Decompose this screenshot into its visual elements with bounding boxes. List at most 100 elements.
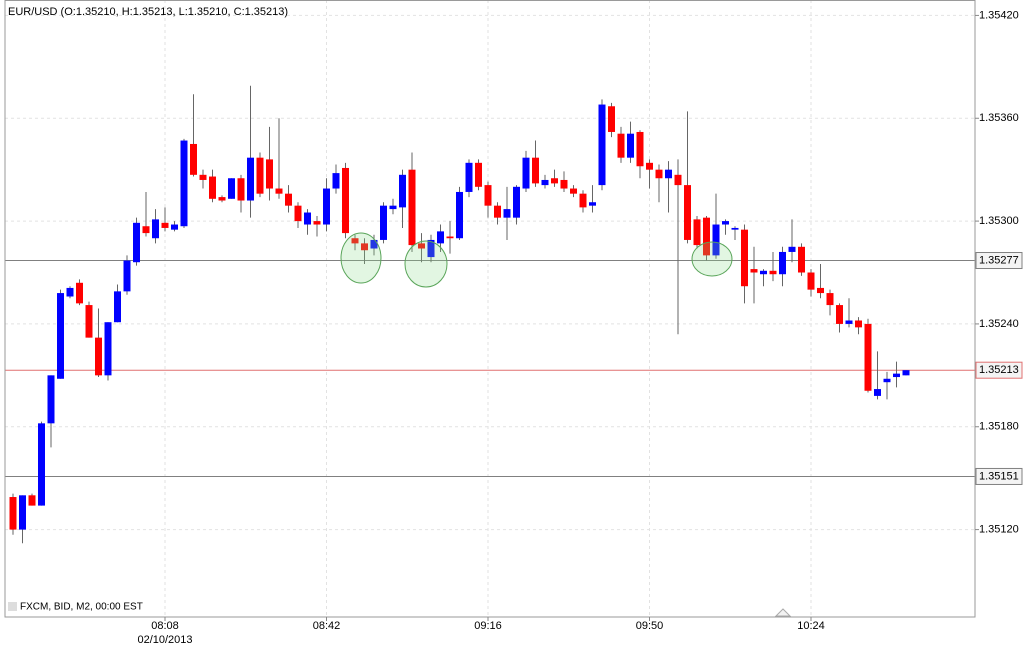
candle-body: [19, 495, 26, 530]
candle-body: [769, 270, 777, 275]
plot-border: [4, 0, 976, 618]
candle-body: [9, 497, 17, 530]
level-label-box: [975, 361, 1023, 379]
candle-body: [741, 229, 748, 287]
grid: [5, 0, 975, 617]
candle-body: [323, 188, 330, 225]
candle-body: [608, 106, 615, 132]
candle-body: [674, 174, 682, 186]
candle-body: [598, 104, 606, 186]
candle-body: [28, 495, 36, 506]
y-tick-label: 1.35180: [979, 421, 1019, 433]
x-tick-label: 08:08: [151, 620, 179, 632]
candle-body: [456, 191, 463, 239]
candle-body: [218, 197, 226, 201]
candle-body: [788, 246, 796, 252]
candle-body: [760, 270, 767, 275]
candle-body: [47, 375, 55, 424]
candle-body: [275, 188, 283, 194]
candle-body: [712, 224, 720, 256]
date-label: 02/10/2013: [137, 634, 192, 646]
y-tick-label: 1.35300: [979, 215, 1019, 227]
candle-body: [437, 231, 444, 244]
candle-body: [836, 305, 843, 324]
candle-body: [579, 193, 587, 208]
candle-body: [589, 202, 596, 206]
candle-body: [66, 287, 74, 297]
candle-body: [427, 239, 435, 258]
candle-body: [693, 219, 701, 246]
candle-body: [171, 224, 178, 230]
candles: [9, 85, 910, 544]
candle-body: [76, 282, 83, 304]
candle-body: [484, 185, 492, 206]
y-tick-label: 1.35240: [979, 318, 1019, 330]
candle-body: [855, 320, 862, 328]
candle-body: [38, 423, 45, 506]
candle-body: [247, 157, 254, 201]
candle-body: [655, 169, 663, 179]
candle-body: [798, 246, 805, 273]
candle-body: [418, 243, 425, 249]
candle-body: [475, 162, 482, 187]
y-tick-label: 1.35360: [979, 112, 1019, 124]
candle-body: [370, 239, 378, 249]
level-label-box: [975, 252, 1023, 270]
candle-body: [85, 305, 93, 338]
y-tick-label: 1.35420: [979, 9, 1019, 21]
candle-body: [285, 193, 292, 206]
candle-body: [665, 169, 672, 179]
x-tick-label: 10:24: [797, 620, 825, 632]
candle-body: [313, 221, 321, 225]
candle-body: [731, 227, 739, 230]
candle-body: [494, 205, 501, 218]
candle-body: [826, 293, 834, 306]
candle-body: [864, 323, 872, 391]
candle-body: [114, 291, 121, 323]
chart-title: EUR/USD (O:1.35210, H:1.35213, L:1.35210…: [8, 6, 288, 18]
candle-body: [503, 209, 511, 218]
candle-body: [180, 140, 188, 227]
candle-body: [560, 179, 568, 189]
level-label: 1.35277: [979, 254, 1019, 266]
candle-body: [684, 185, 691, 240]
candle-body: [636, 131, 644, 167]
candle-body: [779, 251, 786, 275]
candle-body: [190, 143, 197, 175]
x-tick-label: 08:42: [313, 620, 341, 632]
candle-body: [380, 205, 387, 240]
x-tick-label: 09:16: [474, 620, 502, 632]
candle-body: [152, 219, 159, 239]
candle-body: [294, 205, 302, 222]
candle-body: [703, 217, 710, 256]
candle-body: [513, 186, 520, 218]
candle-body: [256, 157, 264, 194]
highlights: [340, 232, 733, 288]
highlight-circle: [691, 241, 733, 277]
candle-body: [807, 272, 815, 290]
candle-body: [465, 162, 473, 192]
candle-body: [883, 378, 891, 383]
x-tick-label: 09:50: [636, 620, 664, 632]
candle-body: [57, 293, 64, 379]
candle-body: [551, 178, 558, 184]
candle-body: [104, 322, 112, 376]
candle-body: [541, 179, 549, 186]
candle-body: [161, 222, 169, 228]
candle-body: [532, 157, 539, 184]
candle-body: [627, 133, 634, 158]
candle-body: [408, 169, 416, 246]
candle-body: [304, 212, 311, 225]
candle-body: [750, 269, 758, 273]
candle-body: [522, 157, 530, 189]
candle-body: [228, 178, 235, 199]
candle-body: [617, 133, 625, 158]
candle-body: [902, 370, 910, 376]
level-label-box: [975, 467, 1023, 485]
candle-body: [874, 389, 881, 396]
candle-body: [389, 205, 397, 210]
candle-body: [399, 174, 406, 208]
candle-body: [342, 167, 349, 234]
